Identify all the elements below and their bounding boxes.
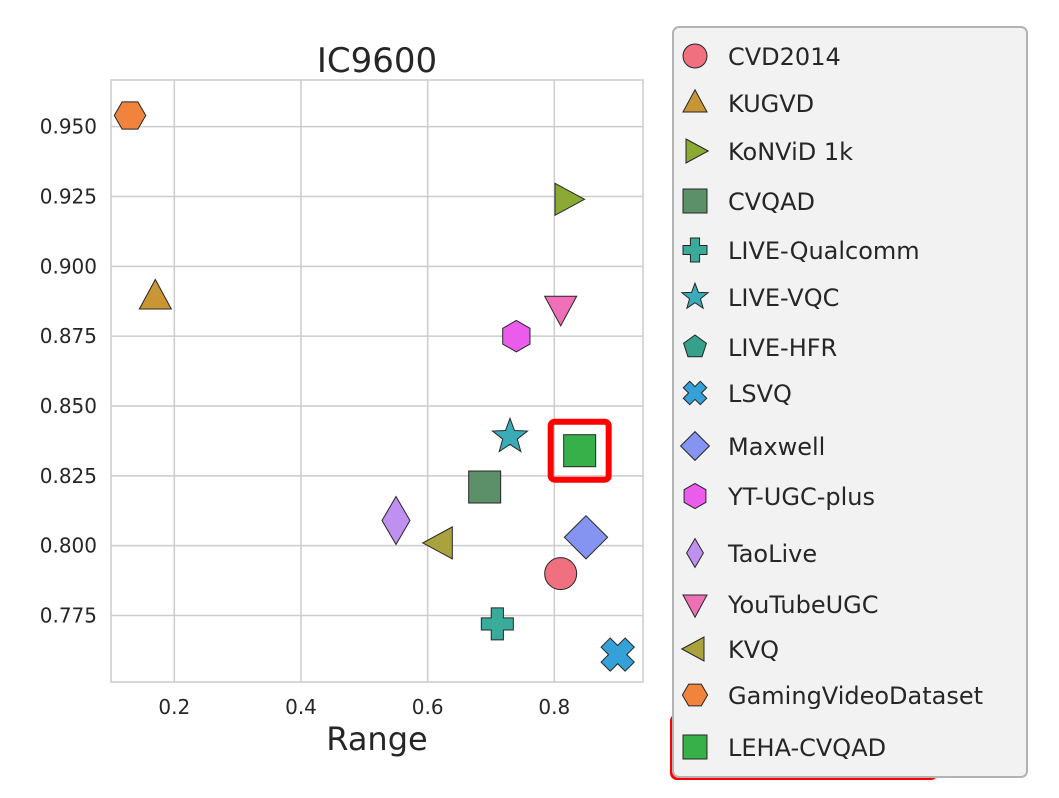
point-gamingvideodataset	[113, 101, 147, 130]
legend-marker-kvq	[680, 636, 705, 662]
legend-label: Maxwell	[728, 433, 825, 461]
grid-layer	[111, 80, 643, 682]
legend-label: CVQAD	[728, 188, 815, 216]
y-tick-label: 0.850	[40, 394, 97, 418]
legend-label: LSVQ	[728, 380, 792, 408]
point-lsvq	[600, 637, 635, 672]
legend-label: CVD2014	[728, 43, 841, 71]
point-leha-cvqad	[563, 434, 597, 468]
data-points	[113, 101, 635, 672]
legend-marker-gamingvideodataset	[681, 683, 709, 707]
legend-label: LIVE-Qualcomm	[728, 237, 920, 265]
y-tick-label: 0.925	[40, 184, 97, 208]
legend-label: LIVE-HFR	[728, 334, 837, 362]
legend-marker-cvqad	[682, 188, 708, 214]
plot-frame	[110, 79, 644, 683]
point-cvqad	[468, 470, 502, 504]
y-tick-label: 0.900	[40, 254, 97, 278]
point-yt-ugc-plus	[502, 319, 531, 353]
legend-marker-konvid-1k	[685, 138, 710, 164]
legend-label: KoNViD 1k	[728, 138, 853, 166]
point-kugvd	[138, 278, 173, 310]
legend-marker-yt-ugc-plus	[683, 482, 707, 510]
legend-marker-maxwell	[679, 430, 711, 462]
point-live-vqc	[491, 416, 529, 453]
y-tick-label: 0.825	[40, 464, 97, 488]
legend-label: KVQ	[728, 636, 779, 664]
legend-marker-lsvq	[682, 380, 708, 406]
y-tick-label: 0.800	[40, 534, 97, 558]
legend-marker-kugvd	[682, 88, 708, 113]
legend-label: LIVE-VQC	[728, 284, 839, 312]
point-konvid-1k	[554, 182, 586, 217]
legend-label: YouTubeUGC	[727, 591, 879, 619]
highlight-box-point	[547, 418, 612, 483]
legend-marker-taolive	[686, 537, 704, 569]
legend: CVD2014 KUGVD KoNViD 1k CVQAD LIVE-Qualcomm L…	[672, 26, 1028, 778]
tick-labels: 0.2 0.4 0.6 0.8 0.775 0.800 0.825 0.850 0.875 0.9…	[40, 115, 571, 719]
legend-label: GamingVideoDataset	[728, 682, 983, 710]
legend-label: YT-UGC-plus	[727, 483, 875, 511]
point-cvd2014	[544, 557, 578, 591]
legend-label: TaoLive	[727, 540, 817, 568]
legend-marker-live-hfr	[683, 334, 707, 358]
y-tick-label: 0.775	[40, 604, 97, 628]
legend-label: LEHA-CVQAD	[728, 734, 886, 762]
point-live-qualcomm	[480, 607, 514, 641]
legend-marker-leha-cvqad	[682, 734, 708, 760]
legend-marker-live-qualcomm	[682, 237, 708, 263]
legend-label: KUGVD	[728, 90, 814, 118]
chart-title: IC9600	[317, 41, 437, 81]
x-tick-label: 0.2	[158, 695, 190, 719]
legend-marker-live-vqc	[680, 281, 710, 310]
y-tick-label: 0.950	[40, 115, 97, 139]
x-tick-label: 0.8	[538, 695, 570, 719]
y-tick-label: 0.875	[40, 324, 97, 348]
point-maxwell	[563, 514, 609, 560]
point-taolive	[381, 495, 411, 546]
legend-marker-cvd2014	[682, 43, 708, 69]
x-axis-label: Range	[326, 720, 427, 758]
point-youtubeugc	[543, 295, 578, 327]
legend-marker-youtubeugc	[682, 594, 708, 619]
x-tick-label: 0.4	[285, 695, 317, 719]
legend-box	[672, 26, 1028, 778]
x-tick-label: 0.6	[412, 695, 444, 719]
point-kvq	[421, 526, 453, 560]
